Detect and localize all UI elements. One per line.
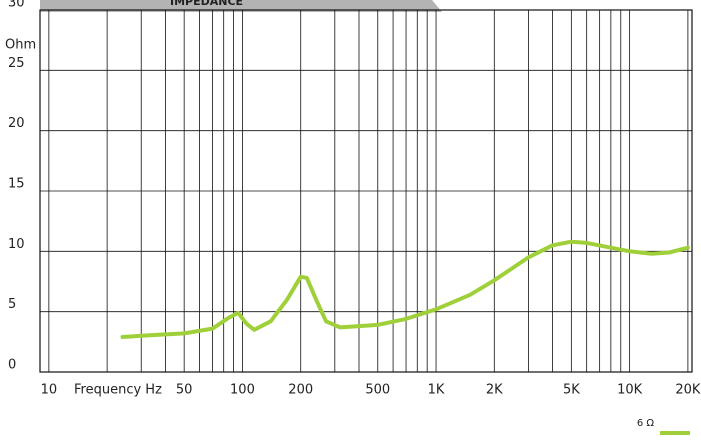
- x-tick-label: 10K: [617, 383, 643, 398]
- y-tick-label: 30: [8, 0, 25, 11]
- y-tick-label: 0: [8, 358, 16, 373]
- x-tick-label: 200: [288, 383, 313, 398]
- chart-title: IMPEDANCE: [170, 0, 243, 8]
- y-tick-label: 15: [8, 177, 25, 192]
- x-tick-label: 50: [176, 383, 193, 398]
- x-tick-label: 20K: [675, 383, 701, 398]
- x-tick-label: 500: [365, 383, 390, 398]
- y-tick-label: 10: [8, 237, 25, 252]
- plot-frame: [39, 9, 693, 373]
- x-tick-label: 10: [41, 383, 58, 398]
- x-tick-label: 100: [230, 383, 255, 398]
- y-tick-label: 5: [8, 297, 16, 312]
- x-tick-label: 5K: [563, 383, 580, 398]
- impedance-curve: [120, 239, 690, 339]
- title-tab: [40, 0, 442, 12]
- x-tick-label: 1K: [428, 383, 445, 398]
- y-tick-label: 25: [8, 56, 25, 71]
- x-axis-label: Frequency Hz: [74, 383, 162, 398]
- legend-label: 6 Ω: [637, 418, 655, 429]
- y-axis-label: Ohm: [5, 38, 36, 53]
- x-tick-label: 2K: [486, 383, 503, 398]
- y-tick-label: 20: [8, 116, 25, 131]
